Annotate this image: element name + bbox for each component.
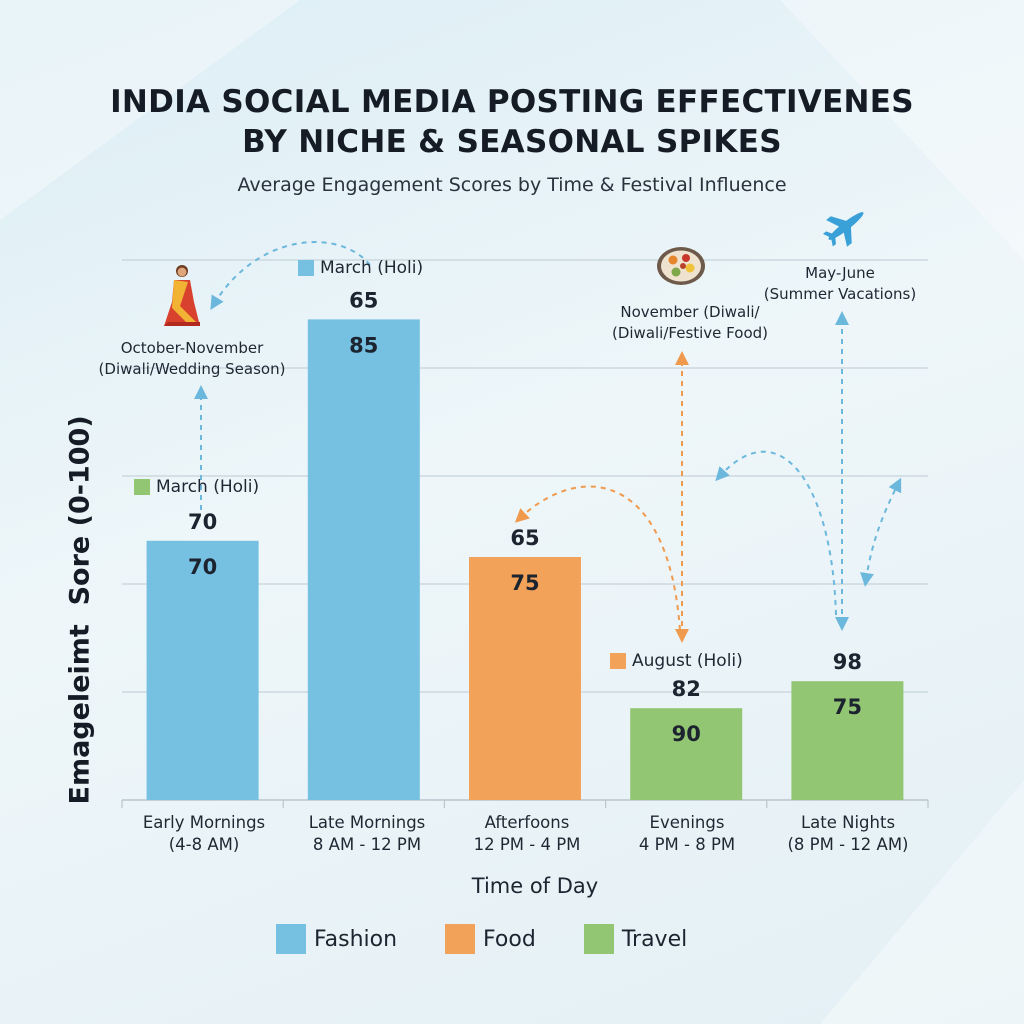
x-tick-line: (4-8 AM) (168, 835, 240, 854)
x-tick-line: 8 AM - 12 PM (312, 835, 422, 854)
bar-top-label: 98 (833, 650, 862, 674)
legend-label: Food (483, 926, 536, 952)
bar-top-label: 82 (672, 677, 701, 701)
bar-inner-label: 85 (349, 333, 378, 357)
bar-travel (630, 708, 743, 800)
bar-inner-label: 70 (188, 555, 217, 579)
annotation-wedding-season: October-November (Diwali/Wedding Season) (92, 338, 292, 380)
annotation-line: (Summer Vacations) (763, 285, 917, 303)
dashed-arrow (715, 450, 837, 616)
annotation-summer-vacations: May-June (Summer Vacations) (750, 263, 930, 305)
legend-swatch (583, 924, 614, 954)
annotation-festive-food: November (Diwali/ (Diwali/Festive Food) (590, 302, 790, 344)
x-tick-line: 12 PM - 4 PM (473, 835, 581, 854)
x-tick-line: Late Nights (800, 813, 896, 832)
saree-woman-icon (164, 265, 200, 326)
tag-label: March (Holi) (320, 258, 424, 278)
tag-label: March (Holi) (156, 477, 260, 497)
season-tag: March (Holi) (134, 477, 259, 497)
bar-top-label: 70 (188, 510, 217, 534)
legend-swatch (276, 924, 306, 954)
legend: Fashion Food Travel (276, 924, 687, 954)
dashed-arrow (860, 477, 902, 587)
annotation-line: October-November (120, 339, 264, 357)
legend-item-food: Food (445, 924, 536, 954)
chart-title-line: INDIA SOCIAL MEDIA POSTING EFFECTIVENES (110, 84, 914, 120)
annotation-line: (Diwali/Festive Food) (611, 324, 768, 342)
festive-food-plate-icon (657, 247, 705, 285)
bar-fashion (146, 540, 259, 800)
bar-top-label: 65 (510, 526, 539, 550)
bar-fashion (307, 319, 420, 800)
legend-item-travel: Travel (583, 924, 688, 954)
x-axis-label: Time of Day (471, 874, 599, 898)
chart-title-line: BY NICHE & SEASONAL SPIKES (242, 124, 782, 160)
x-tick-line: (8 PM - 12 AM) (787, 835, 909, 854)
tag-swatch (134, 479, 150, 495)
x-tick-line: Afterfoons (484, 813, 570, 832)
chart-title: INDIA SOCIAL MEDIA POSTING EFFECTIVENES … (62, 82, 962, 162)
bar-inner-label: 75 (510, 571, 539, 595)
bar-travel (791, 681, 904, 800)
legend-item-fashion: Fashion (276, 924, 397, 954)
chart-subtitle: Average Engagement Scores by Time & Fest… (237, 174, 787, 196)
season-tag: March (Holi) (298, 258, 423, 278)
tag-label: August (Holi) (632, 651, 743, 671)
annotation-line: November (Diwali/ (620, 303, 760, 321)
legend-swatch (445, 924, 476, 954)
bar-top-label: 65 (349, 288, 378, 312)
tag-swatch (298, 260, 314, 276)
x-tick-line: 4 PM - 8 PM (638, 835, 736, 854)
x-tick-evenings: Evenings 4 PM - 8 PM (602, 812, 772, 856)
x-tick-late-mornings: Late Mornings 8 AM - 12 PM (282, 812, 452, 856)
x-tick-line: Late Mornings (308, 813, 426, 832)
dashed-arrow (514, 485, 681, 631)
annotation-line: May-June (805, 264, 875, 282)
x-tick-line: Evenings (649, 813, 725, 832)
season-tag: August (Holi) (610, 651, 743, 671)
x-tick-late-nights: Late Nights (8 PM - 12 AM) (763, 812, 933, 856)
tag-swatch (610, 653, 626, 669)
bar-inner-label: 90 (672, 722, 701, 746)
bar-inner-label: 75 (833, 695, 862, 719)
x-tick-afternoons: Afterfoons 12 PM - 4 PM (442, 812, 612, 856)
bar-food (469, 557, 581, 800)
x-tick-early-mornings: Early Mornings (4-8 AM) (119, 812, 289, 856)
legend-label: Fashion (314, 926, 398, 952)
x-tick-line: Early Mornings (142, 813, 266, 832)
airplane-icon (822, 212, 864, 247)
legend-label: Travel (621, 926, 688, 952)
annotation-line: (Diwali/Wedding Season) (98, 360, 286, 378)
